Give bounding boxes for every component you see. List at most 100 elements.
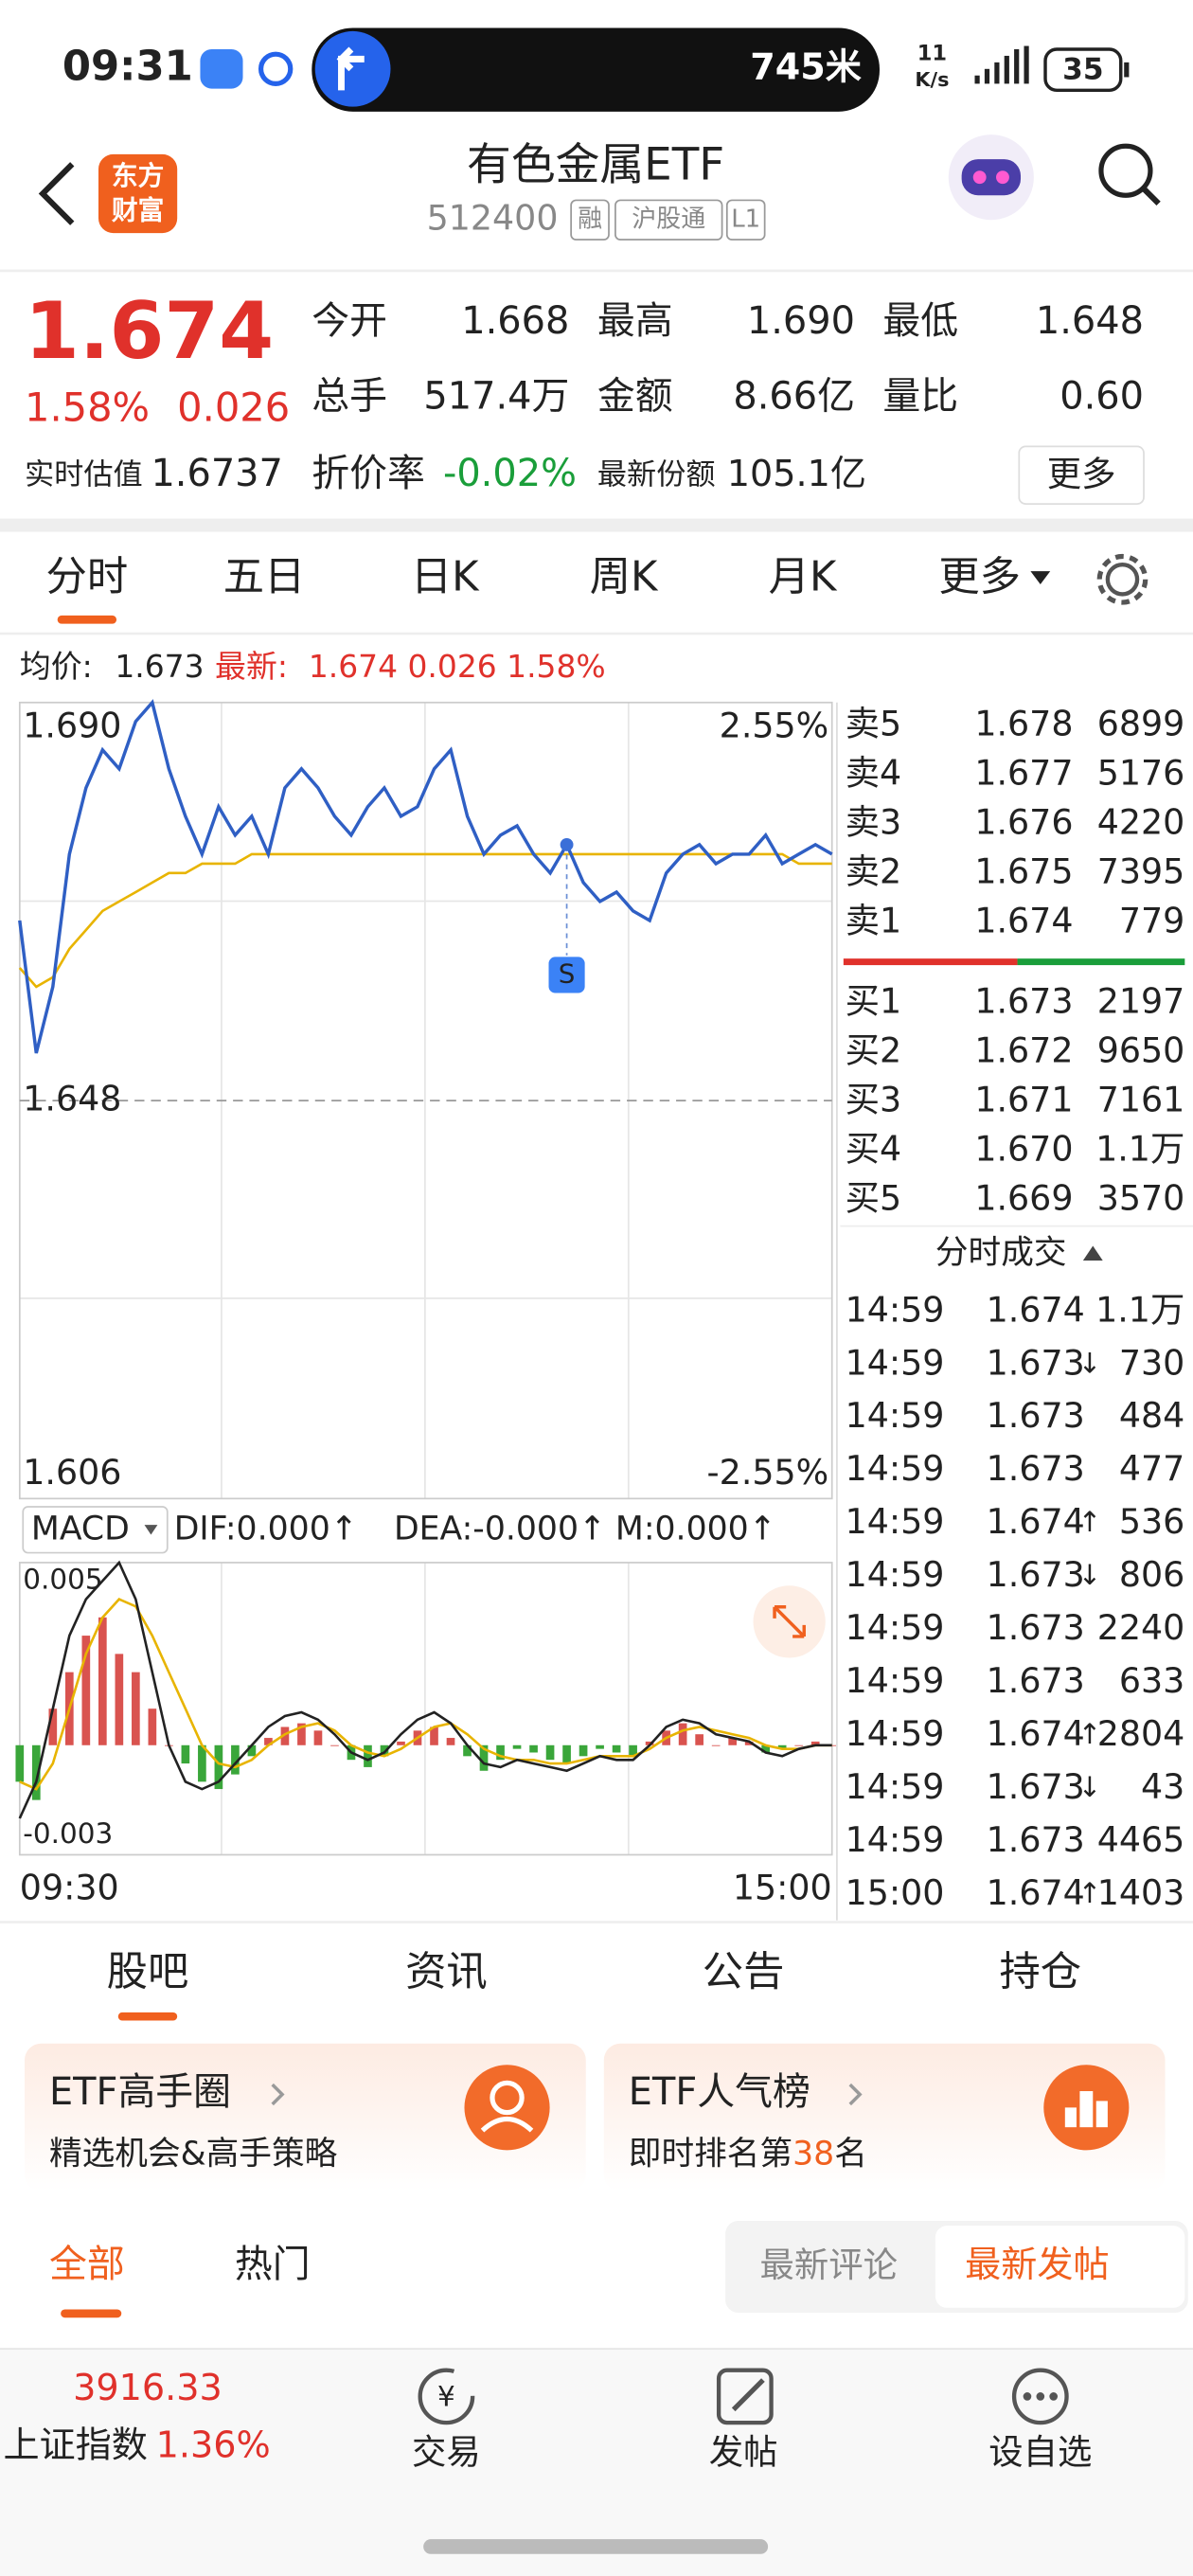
chart-tab[interactable]: 分时 <box>46 553 129 600</box>
macd-bar <box>313 1730 323 1745</box>
chart-tab[interactable]: 日K <box>411 553 480 600</box>
stat-label: 最高 <box>597 299 673 343</box>
stat-label: 今开 <box>312 299 387 343</box>
macd-bar <box>695 1734 703 1745</box>
y-tick-label: 1.648 <box>23 1079 121 1119</box>
index-value[interactable]: 3916.33 <box>73 2367 223 2408</box>
signal-badge <box>548 957 585 993</box>
stat-value: 1.648 <box>1036 299 1144 343</box>
book-label: 买5 <box>846 1177 902 1218</box>
net-unit: K/s <box>915 68 949 91</box>
book-volume: 7161 <box>1097 1079 1185 1119</box>
trade-price: 1.673 <box>987 1395 1085 1436</box>
content-tab[interactable]: 股吧 <box>107 1948 189 1995</box>
trade-time: 14:59 <box>846 1342 945 1383</box>
card[interactable] <box>24 2043 586 2191</box>
chart-tab[interactable]: 周K <box>590 553 659 600</box>
macd-bar <box>297 1723 306 1745</box>
stat-label: 量比 <box>882 375 958 419</box>
stat-label: 最低 <box>882 299 958 343</box>
trade-arrow: ↓ <box>1078 1347 1102 1379</box>
tag-text: 沪股通 <box>632 206 705 234</box>
filter-tab[interactable]: 热门 <box>235 2243 311 2286</box>
trade-volume: 633 <box>1119 1660 1184 1701</box>
book-label: 卖2 <box>846 851 902 892</box>
index-change[interactable]: 1.36% <box>156 2424 271 2466</box>
trade-volume: 1.1万 <box>1095 1289 1184 1330</box>
sort-option[interactable]: 最新发帖 <box>965 2244 1109 2285</box>
macd-bar <box>15 1744 25 1782</box>
back-button[interactable] <box>38 162 75 225</box>
more-text: 更多 <box>1047 454 1116 494</box>
card[interactable] <box>603 2043 1166 2191</box>
avg-label: 均价: <box>20 648 93 685</box>
trade-price: 1.673 <box>987 1819 1085 1860</box>
change: 0.026 <box>177 384 290 430</box>
trade-volume: 806 <box>1119 1554 1184 1595</box>
tag <box>725 199 766 241</box>
macd-bar <box>280 1726 290 1745</box>
trade-volume: 2804 <box>1097 1713 1185 1754</box>
home-indicator <box>423 2539 769 2554</box>
settings-button[interactable] <box>1105 563 1140 597</box>
latest-label: 最新: <box>215 648 288 685</box>
indicator-selector[interactable] <box>22 1506 169 1554</box>
turn-icon <box>314 30 391 107</box>
trade-time: 14:59 <box>846 1819 945 1860</box>
last-price: 1.674 <box>25 285 274 377</box>
macd-grid <box>221 1562 630 1855</box>
macd-bar <box>115 1654 124 1745</box>
tab-underline <box>57 615 117 624</box>
content-tab[interactable]: 持仓 <box>999 1948 1081 1995</box>
book-label: 卖5 <box>846 704 902 744</box>
chart-tab[interactable]: 月K <box>769 553 838 600</box>
battery-tip <box>1124 62 1130 78</box>
content-tab[interactable]: 公告 <box>703 1948 785 1995</box>
net-speed: 11 <box>917 42 947 66</box>
navigation-pill[interactable] <box>312 27 880 112</box>
macd-bar <box>612 1744 621 1753</box>
battery-level: 35 <box>1062 53 1103 87</box>
book-price: 1.673 <box>974 980 1073 1021</box>
logo <box>98 153 178 234</box>
nav-label[interactable]: 发帖 <box>709 2432 778 2473</box>
stat-label: 金额 <box>597 375 673 419</box>
book-volume: 4220 <box>1097 802 1185 843</box>
nav-distance: 745米 <box>750 45 862 87</box>
battery <box>1043 47 1123 93</box>
filter-tab[interactable]: 全部 <box>49 2243 125 2286</box>
logo-text: 财富 <box>112 195 164 226</box>
tag-text: 融 <box>578 206 602 234</box>
book-price: 1.671 <box>974 1079 1073 1119</box>
trade-arrow: ↓ <box>1078 1771 1102 1803</box>
card-subtitle: 即时排名第38名 <box>629 2136 867 2174</box>
card-title: ETF人气榜 <box>629 2070 810 2114</box>
stat-label: 总手 <box>312 375 387 419</box>
nav-label[interactable]: 设自选 <box>988 2432 1092 2473</box>
macd-bar <box>744 1741 754 1745</box>
trade-time: 14:59 <box>846 1713 945 1754</box>
book-label: 卖1 <box>846 901 902 941</box>
avg-value: 1.673 <box>115 648 204 685</box>
shares-label: 最新份额 <box>597 458 716 492</box>
chart-tab[interactable]: 更多 <box>938 553 1021 600</box>
macd-bar <box>231 1744 240 1775</box>
sort-option[interactable]: 最新评论 <box>759 2245 898 2285</box>
nav-label[interactable]: 交易 <box>412 2432 481 2473</box>
index-name[interactable]: 上证指数 <box>3 2424 147 2466</box>
trade-price: 1.674 <box>987 1289 1085 1330</box>
app-icon <box>258 51 294 86</box>
macd-bar <box>579 1744 588 1757</box>
search-button[interactable] <box>1098 143 1153 198</box>
ask-ratio <box>843 958 1018 966</box>
content-tab[interactable]: 资讯 <box>405 1948 488 1995</box>
trade-volume: 43 <box>1141 1766 1184 1807</box>
stat-value: 8.66亿 <box>733 375 855 419</box>
trades-title[interactable]: 分时成交 <box>935 1234 1067 1272</box>
signal <box>974 45 1029 84</box>
card-title: ETF高手圈 <box>49 2070 231 2114</box>
more-button[interactable] <box>1018 445 1145 505</box>
chart-tab[interactable]: 五日 <box>223 553 306 600</box>
sort-active <box>935 2226 1185 2308</box>
